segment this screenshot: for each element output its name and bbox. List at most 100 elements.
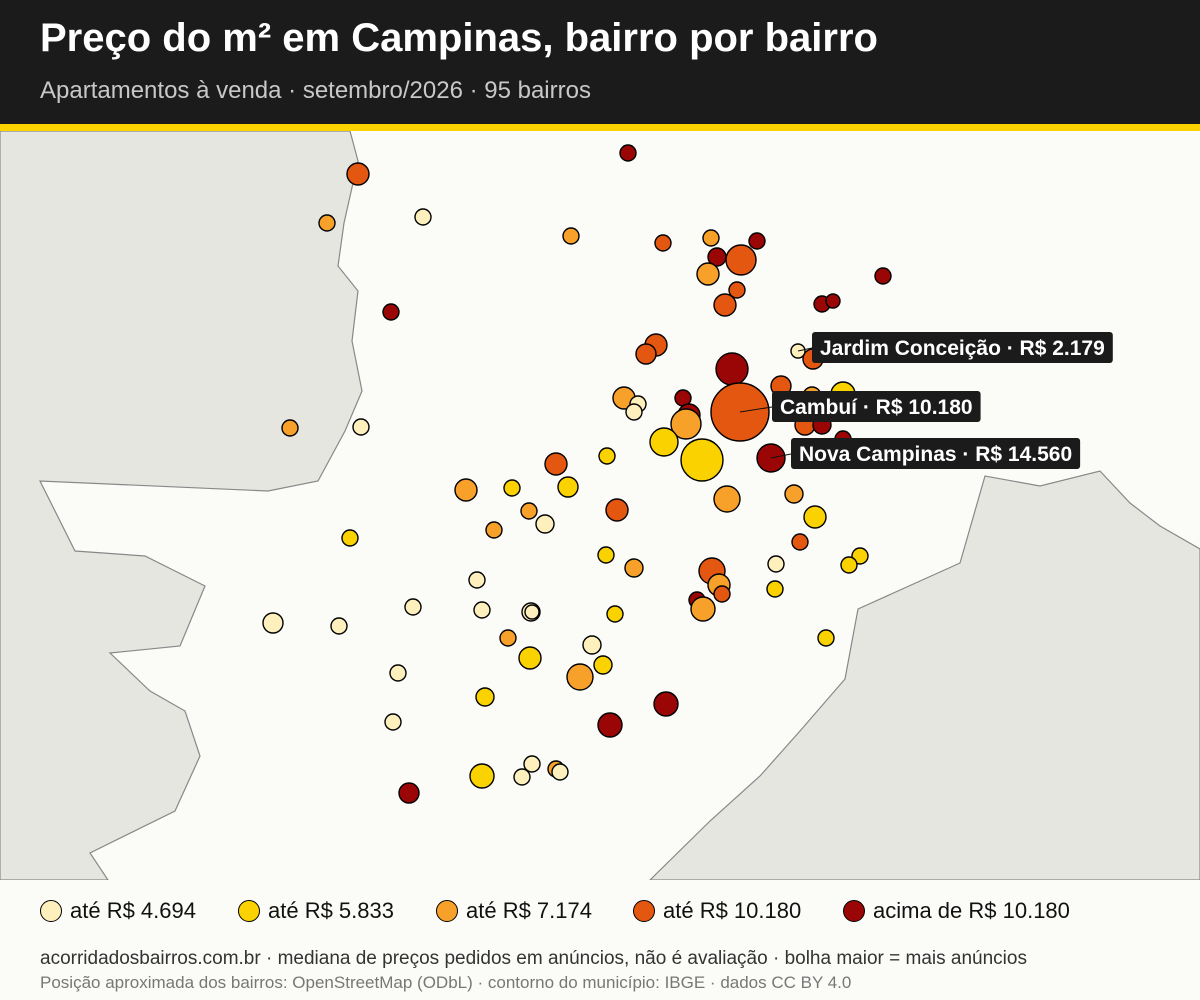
neighborhood-bubble[interactable] bbox=[566, 663, 594, 691]
neighborhood-bubble[interactable] bbox=[597, 712, 623, 738]
map-canvas[interactable]: Jardim Conceição · R$ 2.179 Cambuí · R$ 1… bbox=[0, 130, 1200, 881]
neighborhood-bubble[interactable] bbox=[404, 598, 422, 616]
neighborhood-bubble[interactable] bbox=[619, 144, 637, 162]
map-subtitle: Apartamentos à venda · setembro/2026 · 9… bbox=[40, 77, 591, 104]
neighborhood-bubble[interactable] bbox=[784, 484, 804, 504]
neighborhood-bubble[interactable] bbox=[469, 763, 495, 789]
legend-swatch bbox=[238, 900, 260, 922]
footer-attribution: Posição aproximada dos bairros: OpenStre… bbox=[40, 973, 852, 992]
footer-source-note: acorridadosbairros.com.br · mediana de p… bbox=[40, 948, 1027, 969]
neighborhood-bubble[interactable] bbox=[605, 498, 629, 522]
legend-item-bin3: até R$ 7.174 bbox=[436, 898, 592, 924]
legend-item-bin2: até R$ 5.833 bbox=[238, 898, 394, 924]
legend-item-bin1: até R$ 4.694 bbox=[40, 898, 196, 924]
legend-item-bin5: acima de R$ 10.180 bbox=[843, 898, 1070, 924]
legend-label: até R$ 10.180 bbox=[663, 898, 802, 923]
callout: Jardim Conceição · R$ 2.179 bbox=[797, 332, 1113, 363]
neighborhood-bubble[interactable] bbox=[840, 556, 858, 574]
legend-swatch bbox=[436, 900, 458, 922]
neighborhood-bubble[interactable] bbox=[670, 408, 702, 440]
neighborhood-bubble[interactable] bbox=[503, 479, 521, 497]
neighborhood-bubble[interactable] bbox=[606, 605, 624, 623]
neighborhood-bubble[interactable] bbox=[635, 343, 657, 365]
neighborhood-bubble[interactable] bbox=[725, 244, 757, 276]
neighborhood-bubble[interactable] bbox=[473, 601, 491, 619]
neighborhood-bubble[interactable] bbox=[713, 485, 741, 513]
neighborhood-bubble[interactable] bbox=[649, 427, 679, 457]
neighborhood-bubble[interactable] bbox=[625, 403, 643, 421]
neighborhood-bubble[interactable] bbox=[766, 580, 784, 598]
neighborhood-bubble[interactable] bbox=[690, 596, 716, 622]
neighborhood-bubble[interactable] bbox=[523, 755, 541, 773]
neighborhood-bubble[interactable] bbox=[767, 555, 785, 573]
neighborhood-bubble[interactable] bbox=[318, 214, 336, 232]
outside-area-west bbox=[0, 130, 363, 881]
neighborhood-bubble[interactable] bbox=[713, 293, 737, 317]
neighborhood-bubble[interactable] bbox=[414, 208, 432, 226]
neighborhood-bubble[interactable] bbox=[513, 768, 531, 786]
legend-item-bin4: até R$ 10.180 bbox=[633, 898, 801, 924]
neighborhood-bubble[interactable] bbox=[262, 612, 284, 634]
neighborhood-bubble[interactable] bbox=[341, 529, 359, 547]
neighborhood-bubble[interactable] bbox=[562, 227, 580, 245]
neighborhood-bubble[interactable] bbox=[680, 438, 724, 482]
neighborhood-bubble[interactable] bbox=[454, 478, 478, 502]
outside-area-east bbox=[648, 470, 1200, 881]
neighborhood-bubble[interactable] bbox=[728, 281, 746, 299]
callout-leader-line bbox=[770, 453, 792, 459]
legend-label: até R$ 5.833 bbox=[268, 898, 394, 923]
neighborhood-bubble[interactable] bbox=[551, 763, 569, 781]
neighborhood-bubble[interactable] bbox=[518, 646, 542, 670]
neighborhood-bubble[interactable] bbox=[535, 514, 555, 534]
neighborhood-bubble[interactable] bbox=[713, 585, 731, 603]
neighborhood-bubble[interactable] bbox=[398, 782, 420, 804]
callout-box bbox=[772, 391, 981, 422]
neighborhood-bubble[interactable] bbox=[524, 604, 540, 620]
callout-leader-line bbox=[797, 347, 813, 352]
callout-text: Jardim Conceição · R$ 2.179 bbox=[820, 337, 1105, 360]
legend-label: até R$ 4.694 bbox=[70, 898, 196, 923]
callout-leader-line bbox=[739, 406, 773, 413]
map-panel[interactable]: Jardim Conceição · R$ 2.179 Cambuí · R$ 1… bbox=[0, 130, 1200, 881]
neighborhood-bubble[interactable] bbox=[653, 691, 679, 717]
callout-text: Cambuí · R$ 10.180 bbox=[780, 396, 973, 419]
neighborhood-bubble[interactable] bbox=[593, 655, 613, 675]
header-accent-bar bbox=[0, 124, 1200, 131]
neighborhood-bubble[interactable] bbox=[707, 247, 727, 267]
callout-box bbox=[812, 332, 1113, 363]
legend-swatch bbox=[40, 900, 62, 922]
neighborhood-bubble[interactable] bbox=[748, 232, 766, 250]
neighborhood-bubble[interactable] bbox=[475, 687, 495, 707]
neighborhood-bubble[interactable] bbox=[803, 505, 827, 529]
neighborhood-bubbles[interactable] bbox=[262, 144, 892, 804]
legend-swatch bbox=[633, 900, 655, 922]
neighborhood-bubble[interactable] bbox=[382, 303, 400, 321]
neighborhood-bubble[interactable] bbox=[557, 476, 579, 498]
neighborhood-bubble[interactable] bbox=[520, 502, 538, 520]
neighborhood-bubble[interactable] bbox=[384, 713, 402, 731]
neighborhood-bubble[interactable] bbox=[346, 162, 370, 186]
neighborhood-bubble[interactable] bbox=[624, 558, 644, 578]
neighborhood-bubble[interactable] bbox=[330, 617, 348, 635]
neighborhood-bubble[interactable] bbox=[352, 418, 370, 436]
neighborhood-bubble[interactable] bbox=[702, 229, 720, 247]
callout: Cambuí · R$ 10.180 bbox=[739, 391, 981, 422]
neighborhood-bubble[interactable] bbox=[696, 262, 720, 286]
neighborhood-bubble[interactable] bbox=[654, 234, 672, 252]
neighborhood-bubble[interactable] bbox=[281, 419, 299, 437]
neighborhood-bubble[interactable] bbox=[544, 452, 568, 476]
neighborhood-bubble[interactable] bbox=[791, 533, 809, 551]
neighborhood-bubble[interactable] bbox=[389, 664, 407, 682]
neighborhood-bubble[interactable] bbox=[597, 546, 615, 564]
neighborhood-bubble[interactable] bbox=[817, 629, 835, 647]
neighborhood-bubble[interactable] bbox=[499, 629, 517, 647]
callout-labels: Jardim Conceição · R$ 2.179 Cambuí · R$ 1… bbox=[739, 332, 1113, 469]
neighborhood-bubble[interactable] bbox=[715, 352, 749, 386]
neighborhood-bubble[interactable] bbox=[598, 447, 616, 465]
neighborhood-bubble[interactable] bbox=[874, 267, 892, 285]
neighborhood-bubble[interactable] bbox=[582, 635, 602, 655]
neighborhood-bubble[interactable] bbox=[468, 571, 486, 589]
neighborhood-bubble[interactable] bbox=[825, 293, 841, 309]
neighborhood-bubble[interactable] bbox=[485, 521, 503, 539]
header: Preço do m² em Campinas, bairro por bair… bbox=[0, 0, 1200, 131]
